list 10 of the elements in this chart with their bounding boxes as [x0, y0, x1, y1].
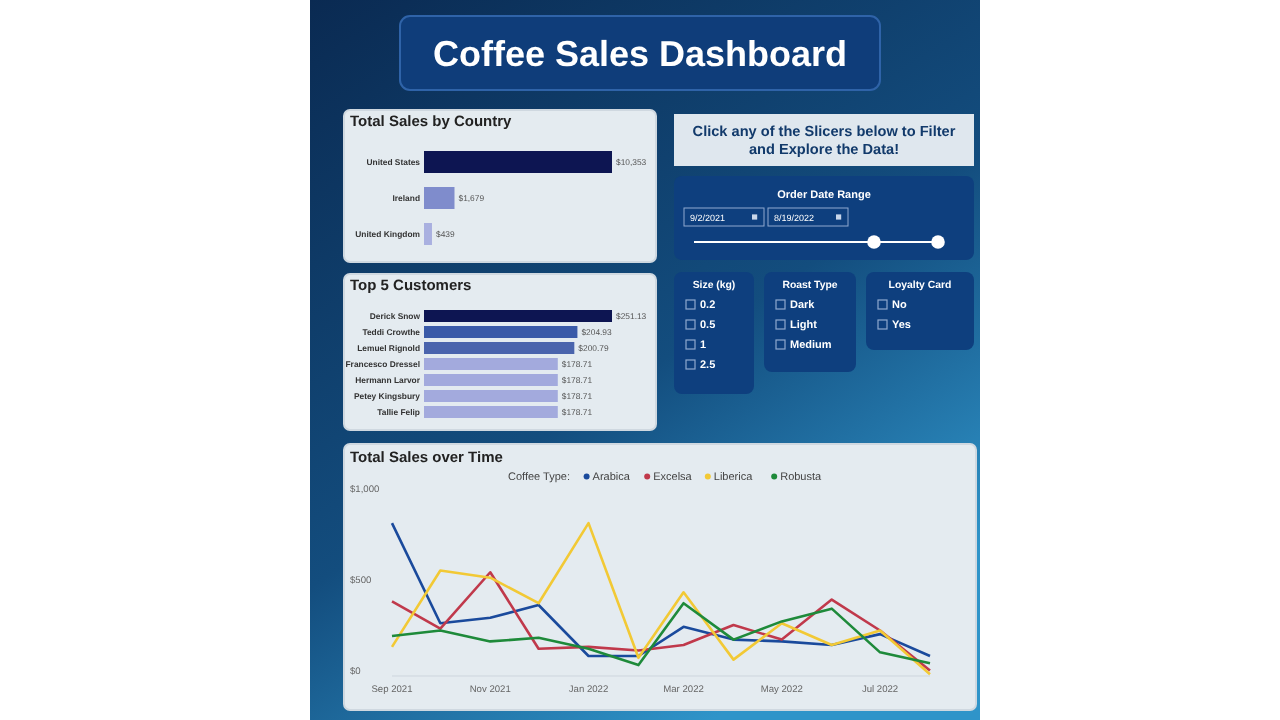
bar [424, 390, 558, 402]
bar [424, 374, 558, 386]
bar [424, 358, 558, 370]
bar [424, 342, 575, 354]
bar [424, 326, 578, 338]
bar [424, 310, 612, 322]
bar [424, 406, 558, 418]
line-series [390, 570, 932, 672]
line-series [390, 601, 932, 667]
text: Coffee Sales Dashboard [432, 34, 848, 74]
